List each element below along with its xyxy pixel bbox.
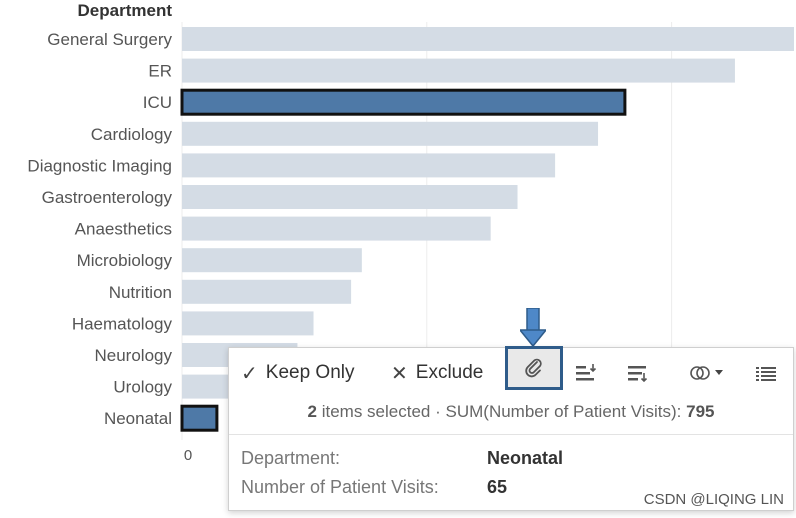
- detail-visits-value: 65: [487, 477, 508, 497]
- set-dropdown-icon: [690, 366, 723, 380]
- bar-microbiology[interactable]: [182, 248, 362, 273]
- exclude-label: Exclude: [415, 362, 484, 383]
- detail-department-value: Neonatal: [487, 448, 564, 468]
- bar-haematology[interactable]: [182, 311, 314, 336]
- selection-text: items selected: [321, 402, 431, 421]
- axis-header-department: Department: [78, 1, 173, 20]
- category-label[interactable]: General Surgery: [47, 30, 172, 49]
- category-label[interactable]: ICU: [143, 93, 172, 112]
- sort-descending-icon: [628, 366, 648, 383]
- x-icon: ✕: [391, 362, 408, 385]
- bar-neonatal[interactable]: [180, 404, 219, 432]
- bar-er[interactable]: [182, 58, 735, 83]
- category-label[interactable]: Diagnostic Imaging: [27, 156, 172, 175]
- sum-value: 795: [686, 402, 715, 421]
- selection-summary: 2 items selected · SUM(Number of Patient…: [229, 402, 793, 422]
- category-label[interactable]: Cardiology: [91, 125, 173, 144]
- category-label[interactable]: Neonatal: [104, 409, 172, 428]
- bar-cardiology[interactable]: [182, 121, 599, 146]
- view-data-button[interactable]: [749, 358, 783, 388]
- selection-tooltip: ✓ Keep Only ✕ Exclude: [228, 346, 794, 511]
- group-members-button[interactable]: [505, 346, 563, 390]
- sort-ascending-button[interactable]: [569, 358, 603, 388]
- tooltip-toolbar: ✓ Keep Only ✕ Exclude: [229, 346, 793, 398]
- sort-ascending-icon: [576, 364, 597, 381]
- sum-label: SUM(Number of Patient Visits):: [445, 402, 682, 421]
- x-tick-label: 0: [184, 447, 192, 464]
- exclude-button[interactable]: ✕ Exclude: [391, 358, 483, 388]
- bar-nutrition[interactable]: [182, 279, 352, 304]
- category-label[interactable]: Microbiology: [77, 251, 173, 270]
- watermark: CSDN @LIQING LIN: [643, 491, 784, 508]
- category-label[interactable]: Haematology: [72, 314, 173, 333]
- category-label[interactable]: Urology: [113, 378, 172, 397]
- category-label[interactable]: Nutrition: [109, 283, 172, 302]
- detail-visits-label: Number of Patient Visits:: [241, 477, 439, 497]
- category-label[interactable]: Anaesthetics: [75, 220, 172, 239]
- view-data-icon: [756, 367, 776, 381]
- tooltip-divider: [229, 434, 793, 435]
- keep-only-button[interactable]: ✓ Keep Only: [241, 358, 355, 388]
- category-label[interactable]: Gastroenterology: [42, 188, 173, 207]
- create-set-dropdown[interactable]: [685, 358, 731, 388]
- keep-only-label: Keep Only: [265, 362, 355, 383]
- bar-anaesthetics[interactable]: [182, 216, 491, 241]
- sort-descending-button[interactable]: [621, 358, 655, 388]
- selection-count: 2: [307, 402, 317, 421]
- paperclip-group-icon: [525, 358, 542, 378]
- category-label[interactable]: ER: [148, 62, 172, 81]
- check-icon: ✓: [241, 362, 258, 385]
- selection-separator: ·: [435, 402, 441, 421]
- arrow-down-icon: [520, 308, 546, 348]
- bar-gastroenterology[interactable]: [182, 185, 518, 209]
- bar-diagnostic-imaging[interactable]: [182, 153, 556, 178]
- category-label[interactable]: Neurology: [95, 346, 173, 365]
- bar-general-surgery[interactable]: [182, 27, 794, 51]
- detail-department-label: Department:: [241, 448, 341, 468]
- bar-icu[interactable]: [180, 88, 627, 116]
